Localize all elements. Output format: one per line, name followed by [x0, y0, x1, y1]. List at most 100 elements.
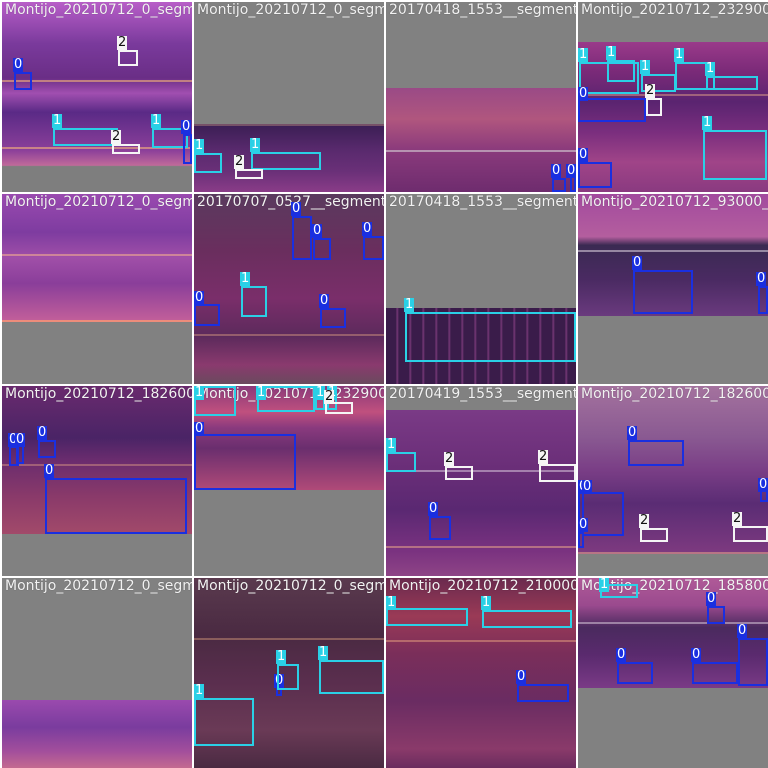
tile-r3c0[interactable]: Montijo_20210712_0_segment_1008.png	[2, 578, 192, 768]
detection-box-class-0[interactable]	[14, 72, 32, 90]
tile-r3c1[interactable]: Montijo_20210712_0_segment_1840.png 1 0 …	[194, 578, 384, 768]
detection-box-class-1[interactable]	[319, 660, 384, 694]
detection-box-class-2[interactable]	[733, 526, 768, 542]
detection-box-class-1[interactable]	[405, 312, 576, 362]
spectrogram-line	[194, 638, 384, 640]
detection-box-class-1[interactable]	[386, 452, 416, 472]
detection-box-class-1[interactable]	[579, 62, 639, 94]
detection-box-class-1[interactable]	[251, 152, 321, 170]
detection-box-class-0[interactable]	[517, 684, 569, 702]
detection-box-class-2[interactable]	[646, 98, 662, 116]
tile-r2c2[interactable]: 20170419_1553__segment_9.png 1 2 2 0	[386, 386, 576, 576]
detection-box-class-1[interactable]	[706, 76, 758, 90]
tile-r1c0[interactable]: Montijo_20210712_0_segment_2280.png	[2, 194, 192, 384]
detection-box-class-1[interactable]	[703, 130, 767, 180]
detection-box-class-0[interactable]	[633, 270, 693, 314]
tile-r3c2[interactable]: Montijo_20210712_210000_segment_3.png 1 …	[386, 578, 576, 768]
detection-box-class-0[interactable]	[363, 236, 384, 260]
class-label-1: 1	[315, 386, 326, 400]
detection-box-class-0[interactable]	[617, 662, 653, 684]
detection-box-class-0[interactable]	[38, 440, 56, 458]
detection-box-class-1[interactable]	[241, 286, 267, 317]
tile-filename: Montijo_20210712_210000_segment_3.png	[389, 578, 576, 594]
detection-box-class-2[interactable]	[640, 528, 668, 542]
detection-box-class-0[interactable]	[578, 98, 646, 122]
detection-box-class-2[interactable]	[539, 464, 576, 482]
detection-box-class-0[interactable]	[45, 478, 187, 534]
tile-r0c0[interactable]: Montijo_20210712_0_segment_828.png 0 2 1…	[2, 2, 192, 192]
detection-box-class-2[interactable]	[118, 50, 138, 66]
spectrogram-line	[578, 94, 768, 96]
tile-filename: Montijo_20210712_0_segment_1008.png	[5, 578, 192, 594]
detection-box-class-0[interactable]	[429, 516, 451, 540]
detection-box-class-0[interactable]	[578, 162, 612, 188]
tile-filename: 20170418_1553__segment_35.png	[389, 194, 576, 210]
detection-box-class-2[interactable]	[112, 144, 140, 154]
tile-r1c3[interactable]: Montijo_20210712_93000_segment_3.png 0 0	[578, 194, 768, 384]
spectrogram-line	[2, 80, 192, 82]
class-label-1: 1	[404, 297, 415, 312]
detection-box-class-1[interactable]	[607, 60, 635, 82]
detection-box-class-0[interactable]	[692, 662, 738, 684]
class-label-1: 1	[674, 47, 685, 62]
tile-r0c3[interactable]: Montijo_20210712_232900_segment_1.png 1 …	[578, 2, 768, 192]
tile-filename: Montijo_20210712_93000_segment_3.png	[581, 194, 768, 210]
tile-r3c3[interactable]: Montijo_20210712_185800_segment_0.png 1 …	[578, 578, 768, 768]
detection-box-class-0[interactable]	[707, 606, 725, 624]
detection-box-class-1[interactable]	[194, 386, 236, 416]
detection-box-class-1[interactable]	[194, 153, 222, 173]
class-label-0: 0	[428, 501, 439, 516]
tile-r2c1[interactable]: Montijo_20210712_232900_segment_0.png 1 …	[194, 386, 384, 576]
class-label-0: 0	[691, 647, 702, 662]
spectrogram-line	[386, 640, 576, 642]
detection-box-class-1[interactable]	[194, 698, 254, 746]
class-label-0: 0	[578, 517, 589, 532]
tile-filename: Montijo_20210712_182600_segment_0.png	[5, 386, 192, 402]
spectrogram-line	[2, 464, 192, 466]
class-label-2: 2	[324, 389, 335, 404]
class-label-0: 0	[551, 163, 562, 178]
detection-box-class-0[interactable]	[628, 440, 684, 466]
detection-box-class-0[interactable]	[738, 638, 768, 686]
spectrogram-strip	[578, 194, 768, 316]
tile-r2c0[interactable]: Montijo_20210712_182600_segment_0.png 0 …	[2, 386, 192, 576]
detection-box-class-0[interactable]	[578, 532, 584, 548]
tile-filename: 20170418_1553__segment_67.png	[389, 2, 576, 18]
tile-filename: Montijo_20210712_0_segment_2280.png	[5, 194, 192, 210]
detection-box-class-2[interactable]	[325, 402, 353, 414]
detection-box-class-0[interactable]	[16, 444, 24, 464]
detection-box-class-0[interactable]	[292, 216, 312, 260]
detection-box-class-0[interactable]	[552, 178, 566, 192]
detection-box-class-2[interactable]	[445, 466, 473, 480]
detection-box-class-0[interactable]	[183, 134, 192, 164]
detection-box-class-0[interactable]	[9, 446, 19, 466]
class-label-2: 2	[538, 449, 549, 464]
tile-r0c2[interactable]: 20170418_1553__segment_67.png 0 0	[386, 2, 576, 192]
detection-box-class-0[interactable]	[313, 238, 331, 260]
tile-r2c3[interactable]: Montijo_20210712_182600_segment_1.png 0 …	[578, 386, 768, 576]
detection-box-class-0[interactable]	[194, 434, 296, 490]
class-label-1: 1	[276, 649, 287, 664]
class-label-2: 2	[234, 154, 245, 169]
detection-box-class-2[interactable]	[235, 169, 263, 179]
detection-box-class-0[interactable]	[758, 286, 768, 314]
spectrogram-line	[578, 622, 768, 624]
tile-r0c1[interactable]: Montijo_20210712_0_segment_5704.png 1 1 …	[194, 2, 384, 192]
tile-r1c2[interactable]: 20170418_1553__segment_35.png 1	[386, 194, 576, 384]
class-label-0: 0	[756, 271, 767, 286]
class-label-0: 0	[312, 223, 323, 238]
detection-box-class-1[interactable]	[277, 664, 299, 690]
detection-box-class-0[interactable]	[320, 308, 346, 328]
detection-box-class-0[interactable]	[582, 492, 624, 536]
detection-box-class-0[interactable]	[194, 304, 220, 326]
detection-box-class-1[interactable]	[152, 128, 188, 148]
class-label-1: 1	[52, 113, 63, 128]
class-label-1: 1	[194, 386, 205, 400]
class-label-0: 0	[516, 669, 527, 684]
class-label-0: 0	[582, 479, 593, 494]
detection-box-class-1[interactable]	[53, 128, 118, 146]
tile-r1c1[interactable]: 20170707_0527__segment_97.png 0 0 0 1 0 …	[194, 194, 384, 384]
detection-box-class-1[interactable]	[386, 608, 468, 626]
detection-box-class-1[interactable]	[482, 610, 572, 628]
